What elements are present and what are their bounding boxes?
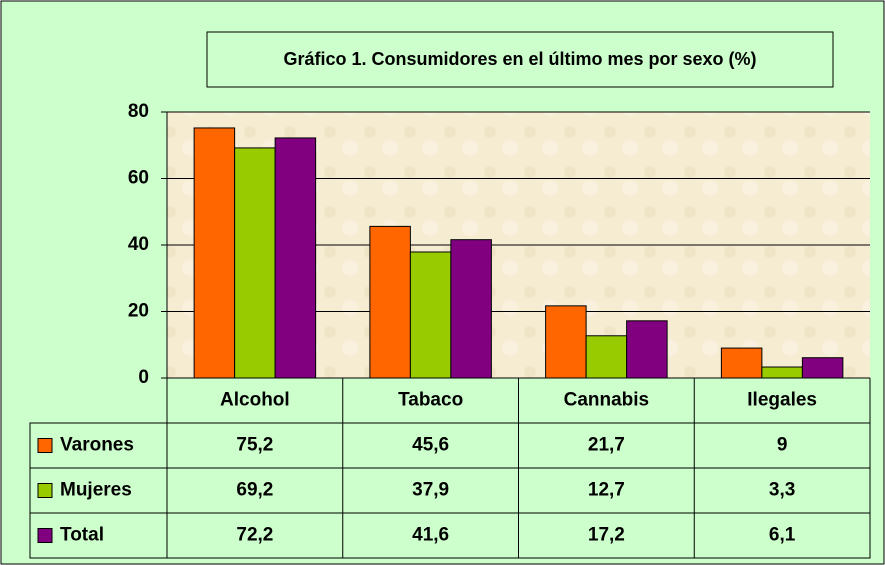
data-table-value: 17,2 <box>588 525 625 546</box>
bar <box>545 305 587 379</box>
data-table-value: 6,1 <box>769 525 796 546</box>
data-table-value: 72,2 <box>236 525 273 546</box>
bar <box>720 347 763 379</box>
chart-title: Gráfico 1. Consumidores en el último mes… <box>283 49 756 69</box>
bar <box>801 357 844 379</box>
y-tick-label: 20 <box>128 301 149 322</box>
x-tick-label: Ilegales <box>747 390 817 411</box>
legend-key <box>37 528 53 543</box>
bar <box>409 251 452 379</box>
bar <box>450 239 492 379</box>
data-table-value: 41,6 <box>412 525 449 546</box>
title-box <box>206 31 834 88</box>
bar <box>193 127 236 379</box>
bar <box>369 225 411 379</box>
data-table-value: 9 <box>777 435 788 456</box>
data-table-value: 37,9 <box>412 480 449 501</box>
bar <box>234 147 276 379</box>
data-table-value: 21,7 <box>588 435 625 456</box>
data-table-value: 75,2 <box>236 435 273 456</box>
bar <box>585 335 628 379</box>
x-tick-label: Alcohol <box>220 390 290 411</box>
legend-label: Total <box>60 525 104 546</box>
y-tick-label: 0 <box>138 367 149 388</box>
y-tick-label: 60 <box>128 168 149 189</box>
x-tick-label: Cannabis <box>564 390 650 411</box>
y-tick-label: 40 <box>128 234 149 255</box>
bar <box>274 137 317 379</box>
legend-key <box>37 438 53 453</box>
data-table-value: 69,2 <box>236 480 273 501</box>
legend-label: Mujeres <box>60 480 132 501</box>
data-table-value: 45,6 <box>412 435 449 456</box>
x-tick-label: Tabaco <box>398 390 463 411</box>
bar <box>761 366 803 379</box>
y-tick-label: 80 <box>128 101 149 122</box>
data-table-value: 3,3 <box>769 480 795 501</box>
legend-label: Varones <box>60 435 134 456</box>
legend-key <box>37 483 53 498</box>
data-table-value: 12,7 <box>588 480 625 501</box>
bar <box>626 320 668 379</box>
